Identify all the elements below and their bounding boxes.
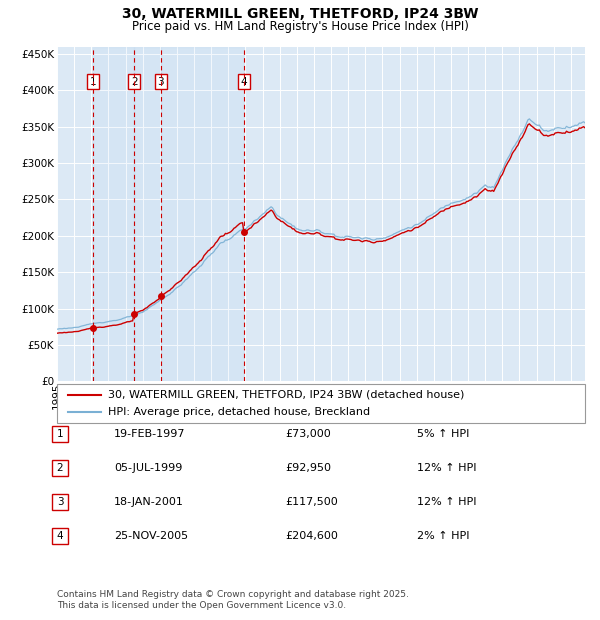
Text: 30, WATERMILL GREEN, THETFORD, IP24 3BW: 30, WATERMILL GREEN, THETFORD, IP24 3BW: [122, 7, 478, 22]
Bar: [134, 46, 161, 381]
Text: 18-JAN-2001: 18-JAN-2001: [114, 497, 184, 507]
Text: 4: 4: [56, 531, 64, 541]
Text: 1: 1: [90, 77, 97, 87]
Text: 05-JUL-1999: 05-JUL-1999: [114, 463, 182, 473]
Text: £92,950: £92,950: [285, 463, 331, 473]
Text: 12% ↑ HPI: 12% ↑ HPI: [417, 497, 476, 507]
Text: 1: 1: [56, 429, 64, 439]
Text: 4: 4: [241, 77, 247, 87]
Text: 19-FEB-1997: 19-FEB-1997: [114, 429, 185, 439]
Text: 5% ↑ HPI: 5% ↑ HPI: [417, 429, 469, 439]
Text: 25-NOV-2005: 25-NOV-2005: [114, 531, 188, 541]
Text: Contains HM Land Registry data © Crown copyright and database right 2025.
This d: Contains HM Land Registry data © Crown c…: [57, 590, 409, 609]
Text: 2% ↑ HPI: 2% ↑ HPI: [417, 531, 469, 541]
Text: £117,500: £117,500: [285, 497, 338, 507]
Text: 12% ↑ HPI: 12% ↑ HPI: [417, 463, 476, 473]
Text: 3: 3: [157, 77, 164, 87]
Text: 3: 3: [56, 497, 64, 507]
Bar: [94, 46, 134, 381]
Text: 30, WATERMILL GREEN, THETFORD, IP24 3BW (detached house): 30, WATERMILL GREEN, THETFORD, IP24 3BW …: [108, 390, 464, 400]
Text: 2: 2: [56, 463, 64, 473]
Text: HPI: Average price, detached house, Breckland: HPI: Average price, detached house, Brec…: [108, 407, 370, 417]
Text: Price paid vs. HM Land Registry's House Price Index (HPI): Price paid vs. HM Land Registry's House …: [131, 20, 469, 33]
Text: 2: 2: [131, 77, 137, 87]
Text: £73,000: £73,000: [285, 429, 331, 439]
Text: £204,600: £204,600: [285, 531, 338, 541]
Bar: [161, 46, 244, 381]
